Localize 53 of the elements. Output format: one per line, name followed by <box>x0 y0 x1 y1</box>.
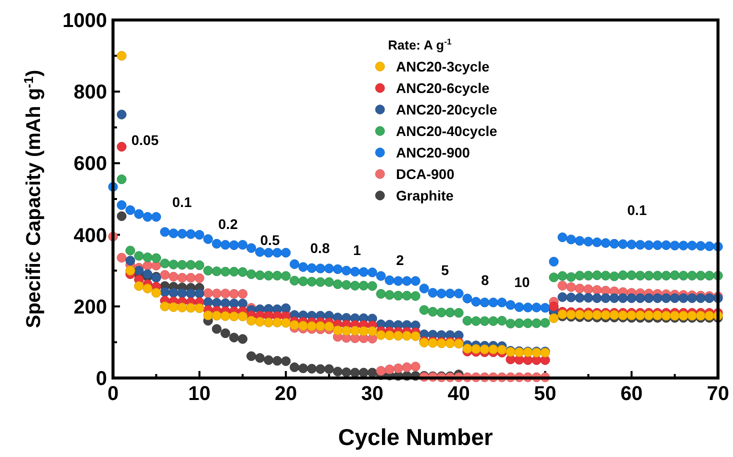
legend-title: Rate: A g$^{-1}$ <box>388 36 452 53</box>
point <box>116 211 126 222</box>
point <box>238 334 248 344</box>
legend-label: Graphite <box>396 187 454 204</box>
legend-label: DCA-900 <box>396 166 455 182</box>
x-tick-label: 60 <box>620 383 643 405</box>
y-tick-label: 1000 <box>62 10 107 32</box>
annotation: 8 <box>481 272 490 288</box>
y-tick-label: 800 <box>74 82 107 104</box>
point <box>272 356 282 366</box>
legend-label: ANC20-6cycle <box>396 80 490 96</box>
annotation: 0.05 <box>131 132 159 148</box>
point <box>255 353 265 363</box>
point <box>332 366 343 376</box>
point <box>316 364 326 374</box>
point <box>264 355 274 365</box>
y-tick-label: 600 <box>74 153 107 176</box>
annotation: 0.1 <box>172 194 192 210</box>
point <box>290 362 300 372</box>
legend-label: ANC20-3cycle <box>396 58 490 74</box>
x-tick-label: 70 <box>706 383 730 405</box>
x-tick-label: 40 <box>448 383 470 405</box>
point <box>298 363 308 374</box>
annotation: 1 <box>353 242 362 258</box>
point <box>220 328 230 338</box>
x-tick-label: 50 <box>534 383 556 405</box>
point <box>342 367 352 378</box>
annotation: 0.5 <box>260 232 280 248</box>
annotation: 2 <box>396 252 404 268</box>
point <box>281 356 291 366</box>
point <box>350 368 360 378</box>
point <box>324 364 334 374</box>
point <box>229 332 239 342</box>
annotation: 10 <box>514 274 530 290</box>
annotation: 0.2 <box>218 216 238 232</box>
y-tick-label: 200 <box>74 296 107 318</box>
point <box>367 368 378 378</box>
legend-label: ANC20-40cycle <box>396 122 498 139</box>
x-tick-label: 30 <box>361 383 384 405</box>
x-axis-title: Cycle Number <box>338 424 493 450</box>
point <box>358 368 368 378</box>
point <box>212 324 222 334</box>
annotation: 0.1 <box>627 202 647 218</box>
x-tick-label: 20 <box>274 383 297 405</box>
point <box>306 364 317 374</box>
y-tick-label: 400 <box>74 224 107 247</box>
x-tick-label: 10 <box>188 383 211 405</box>
annotation: 5 <box>441 262 450 278</box>
legend-label: ANC20-900 <box>396 144 470 160</box>
y-tick-label: 0 <box>96 368 107 390</box>
point <box>246 351 256 362</box>
legend-label: ANC20-20cycle <box>396 101 498 118</box>
annotation: 0.8 <box>310 240 330 256</box>
